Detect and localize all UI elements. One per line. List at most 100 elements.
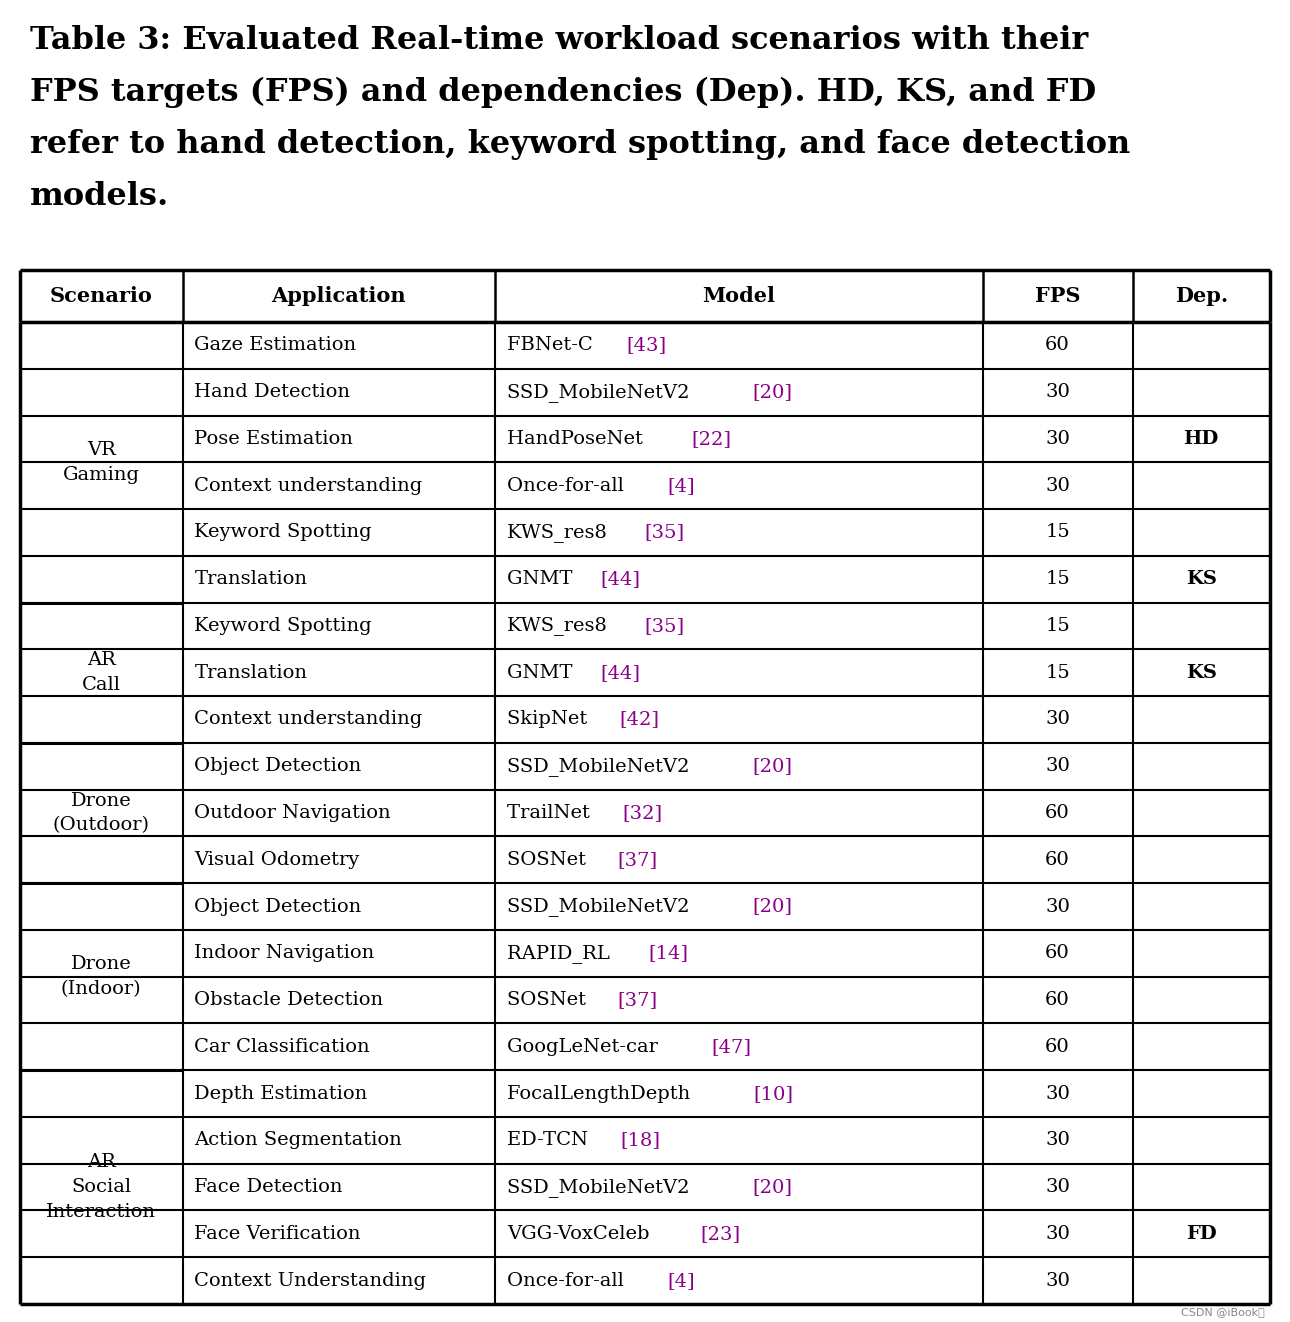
Text: Keyword Spotting: Keyword Spotting (195, 524, 372, 542)
Text: models.: models. (30, 181, 169, 212)
Text: [18]: [18] (620, 1132, 660, 1149)
Text: SSD_MobileNetV2: SSD_MobileNetV2 (507, 756, 695, 776)
Text: RAPID_RL: RAPID_RL (507, 944, 617, 962)
Text: Object Detection: Object Detection (195, 758, 361, 775)
Text: GNMT: GNMT (507, 570, 579, 588)
Text: Keyword Spotting: Keyword Spotting (195, 617, 372, 635)
Text: Car Classification: Car Classification (195, 1038, 370, 1056)
Text: 60: 60 (1045, 992, 1069, 1009)
Text: [37]: [37] (618, 851, 658, 869)
Text: [23]: [23] (700, 1225, 740, 1243)
Text: Face Verification: Face Verification (195, 1225, 361, 1243)
Text: SSD_MobileNetV2: SSD_MobileNetV2 (507, 898, 695, 916)
Text: Application: Application (271, 286, 406, 305)
Text: [35]: [35] (645, 617, 685, 635)
Text: Once-for-all: Once-for-all (507, 477, 630, 494)
Text: [37]: [37] (618, 992, 658, 1009)
Text: Pose Estimation: Pose Estimation (195, 430, 353, 448)
Text: [35]: [35] (645, 524, 685, 542)
Text: Context Understanding: Context Understanding (195, 1272, 427, 1290)
Text: Action Segmentation: Action Segmentation (195, 1132, 402, 1149)
Text: Translation: Translation (195, 664, 307, 682)
Text: KS: KS (1186, 570, 1216, 588)
Text: 30: 30 (1045, 1084, 1069, 1103)
Text: Gaze Estimation: Gaze Estimation (195, 336, 356, 354)
Text: 30: 30 (1045, 1225, 1069, 1243)
Text: FD: FD (1186, 1225, 1216, 1243)
Text: VR
Gaming: VR Gaming (63, 440, 139, 484)
Text: [43]: [43] (627, 336, 667, 354)
Text: 60: 60 (1045, 944, 1069, 962)
Text: Once-for-all: Once-for-all (507, 1272, 630, 1290)
Text: Face Detection: Face Detection (195, 1178, 343, 1196)
Text: [44]: [44] (600, 570, 640, 588)
Text: [20]: [20] (752, 383, 792, 401)
Text: 30: 30 (1045, 710, 1069, 728)
Text: [32]: [32] (623, 804, 663, 822)
Text: GNMT: GNMT (507, 664, 579, 682)
Text: FocalLengthDepth: FocalLengthDepth (507, 1084, 697, 1103)
Text: AR
Call: AR Call (81, 652, 121, 694)
Text: [42]: [42] (619, 710, 659, 728)
Text: Drone
(Outdoor): Drone (Outdoor) (53, 792, 150, 834)
Text: AR
Social
Interaction: AR Social Interaction (46, 1153, 156, 1222)
Text: 15: 15 (1045, 664, 1069, 682)
Text: SSD_MobileNetV2: SSD_MobileNetV2 (507, 382, 695, 402)
Text: [47]: [47] (711, 1038, 751, 1056)
Text: SOSNet: SOSNet (507, 851, 592, 869)
Text: CSDN @iBook营: CSDN @iBook营 (1182, 1307, 1265, 1317)
Text: [22]: [22] (691, 430, 731, 448)
Text: KWS_res8: KWS_res8 (507, 616, 613, 636)
Text: 30: 30 (1045, 477, 1069, 494)
Text: Model: Model (702, 286, 775, 305)
Text: 30: 30 (1045, 383, 1069, 401)
Text: SSD_MobileNetV2: SSD_MobileNetV2 (507, 1178, 695, 1196)
Text: FPS: FPS (1035, 286, 1080, 305)
Text: 60: 60 (1045, 1038, 1069, 1056)
Text: HD: HD (1183, 430, 1219, 448)
Text: 15: 15 (1045, 570, 1069, 588)
Text: 30: 30 (1045, 1178, 1069, 1196)
Text: [20]: [20] (752, 898, 792, 916)
Text: Context understanding: Context understanding (195, 710, 423, 728)
Text: Hand Detection: Hand Detection (195, 383, 351, 401)
Text: Translation: Translation (195, 570, 307, 588)
Text: Dep.: Dep. (1175, 286, 1228, 305)
Text: KS: KS (1186, 664, 1216, 682)
Text: Table 3: Evaluated Real-time workload scenarios with their: Table 3: Evaluated Real-time workload sc… (30, 25, 1089, 56)
Text: 30: 30 (1045, 430, 1069, 448)
Text: Context understanding: Context understanding (195, 477, 423, 494)
Text: SOSNet: SOSNet (507, 992, 592, 1009)
Text: ED-TCN: ED-TCN (507, 1132, 595, 1149)
Text: FPS targets (FPS) and dependencies (Dep). HD, KS, and FD: FPS targets (FPS) and dependencies (Dep)… (30, 77, 1096, 108)
Text: refer to hand detection, keyword spotting, and face detection: refer to hand detection, keyword spottin… (30, 130, 1130, 160)
Text: GoogLeNet-car: GoogLeNet-car (507, 1038, 664, 1056)
Text: Object Detection: Object Detection (195, 898, 361, 916)
Text: 15: 15 (1045, 617, 1069, 635)
Text: [44]: [44] (600, 664, 640, 682)
Text: [20]: [20] (752, 758, 792, 775)
Text: SkipNet: SkipNet (507, 710, 593, 728)
Text: Depth Estimation: Depth Estimation (195, 1084, 368, 1103)
Text: 30: 30 (1045, 758, 1069, 775)
Text: FBNet-C: FBNet-C (507, 336, 599, 354)
Text: KWS_res8: KWS_res8 (507, 524, 613, 542)
Text: Indoor Navigation: Indoor Navigation (195, 944, 375, 962)
Text: [14]: [14] (649, 944, 689, 962)
Text: Outdoor Navigation: Outdoor Navigation (195, 804, 391, 822)
Text: Scenario: Scenario (50, 286, 152, 305)
Text: VGG-VoxCeleb: VGG-VoxCeleb (507, 1225, 655, 1243)
Text: Obstacle Detection: Obstacle Detection (195, 992, 383, 1009)
Text: [20]: [20] (752, 1178, 792, 1196)
Text: [10]: [10] (753, 1084, 793, 1103)
Text: Visual Odometry: Visual Odometry (195, 851, 360, 869)
Text: 60: 60 (1045, 336, 1069, 354)
Text: TrailNet: TrailNet (507, 804, 596, 822)
Text: [4]: [4] (667, 1272, 694, 1290)
Text: Drone
(Indoor): Drone (Indoor) (61, 956, 142, 998)
Text: 30: 30 (1045, 1132, 1069, 1149)
Text: 30: 30 (1045, 898, 1069, 916)
Text: 15: 15 (1045, 524, 1069, 542)
Text: HandPoseNet: HandPoseNet (507, 430, 649, 448)
Text: 30: 30 (1045, 1272, 1069, 1290)
